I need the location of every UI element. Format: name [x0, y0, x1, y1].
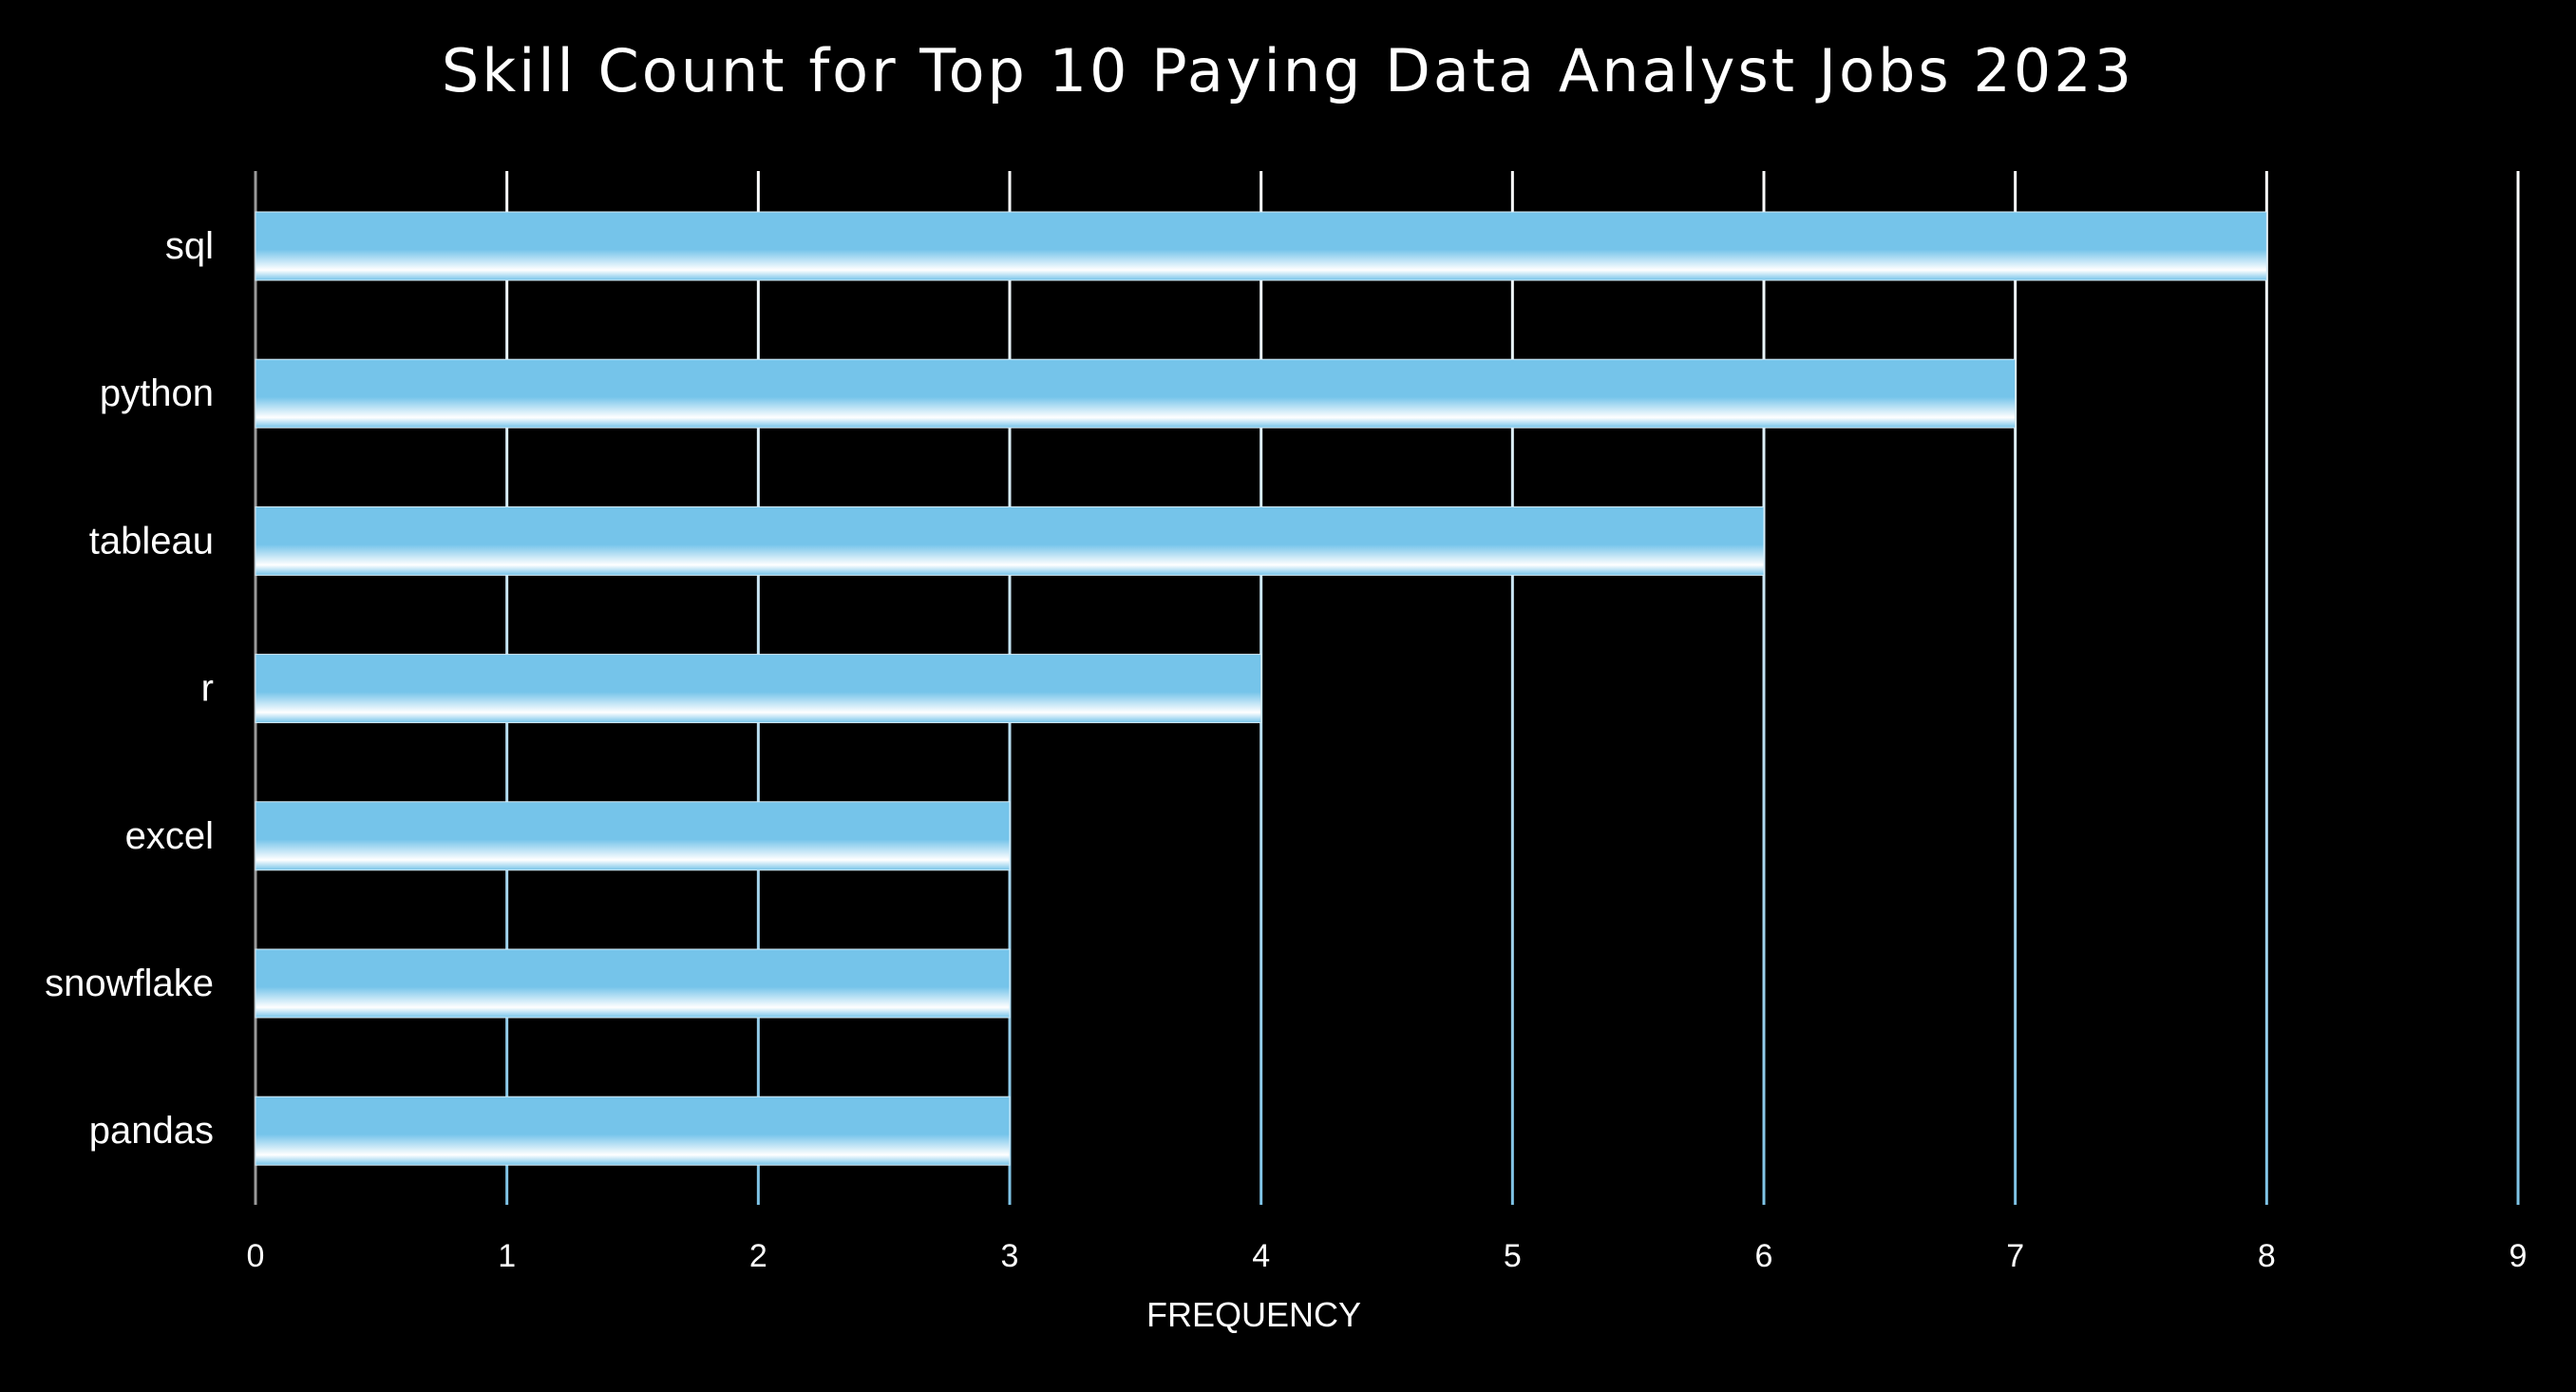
- bar-excel: [255, 801, 1011, 871]
- x-tick-label: 5: [1504, 1238, 1522, 1274]
- x-tick-label: 2: [749, 1238, 767, 1274]
- bar-snowflake: [255, 948, 1011, 1019]
- grid-line: [2264, 171, 2268, 1205]
- category-labels: sql python tableau r excel snowflake pandas: [45, 225, 214, 1152]
- category-label-excel: excel: [125, 815, 214, 857]
- x-tick-label: 1: [498, 1238, 516, 1274]
- bar-r: [255, 654, 1262, 724]
- x-tick-label: 0: [247, 1238, 265, 1274]
- bar-pandas: [255, 1096, 1011, 1166]
- x-tick-label: 8: [2258, 1238, 2276, 1274]
- chart-title: Skill Count for Top 10 Paying Data Analy…: [441, 36, 2135, 105]
- grid-line: [2014, 171, 2017, 1205]
- bar-tableau: [255, 505, 1765, 576]
- category-label-python: python: [100, 372, 214, 414]
- grid-line: [1510, 171, 1514, 1205]
- x-tick-label: 3: [1001, 1238, 1019, 1274]
- x-tick-label: 6: [1755, 1238, 1773, 1274]
- category-label-tableau: tableau: [89, 520, 214, 562]
- x-tick-labels: 0 1 2 3 4 5 6 7 8 9: [247, 1238, 2528, 1274]
- grid-line: [2516, 171, 2520, 1205]
- bar-sql: [255, 211, 2267, 281]
- category-label-snowflake: snowflake: [45, 963, 214, 1004]
- x-tick-label: 4: [1252, 1238, 1270, 1274]
- bar-python: [255, 358, 2017, 429]
- x-tick-label: 7: [2006, 1238, 2024, 1274]
- bars: [255, 211, 2267, 1166]
- category-label-pandas: pandas: [89, 1110, 214, 1152]
- grid-line: [1762, 171, 1766, 1205]
- x-tick-label: 9: [2510, 1238, 2528, 1274]
- category-label-sql: sql: [165, 225, 214, 267]
- x-axis-title: FREQUENCY: [1146, 1295, 1361, 1334]
- category-label-r: r: [201, 668, 214, 710]
